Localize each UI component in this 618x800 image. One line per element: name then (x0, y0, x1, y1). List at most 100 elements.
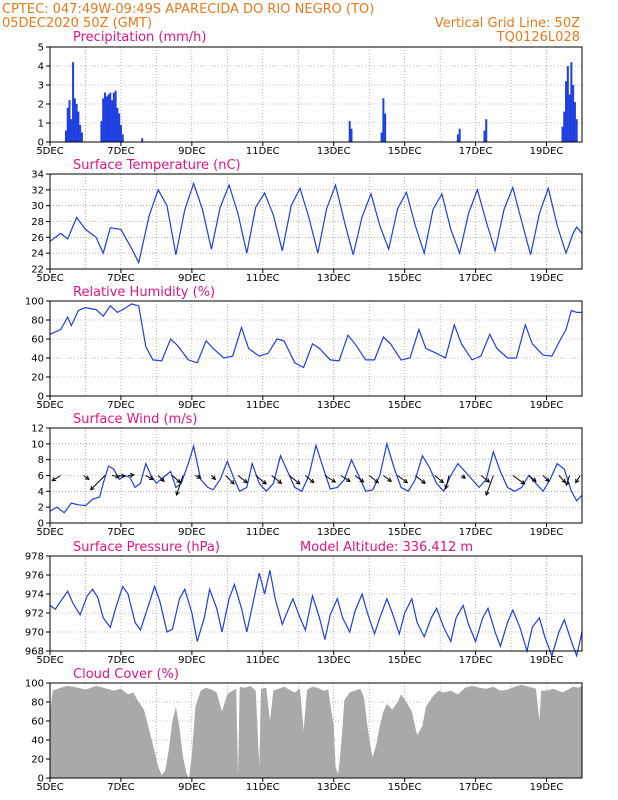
pressure-panel: 968 970 972 974 976 978 5DEC 7DEC 9DEC 11DEC 13DEC… (25, 552, 583, 666)
x-tick-label: 15DEC (388, 527, 422, 538)
model-altitude: Model Altitude: 336.412 m (300, 540, 473, 555)
wind-vector-shaft (324, 475, 336, 483)
wind-vector-shaft (414, 475, 426, 484)
y-tick-label: 3 (38, 81, 44, 92)
x-tick-label: 17DEC (459, 527, 493, 538)
precipitation-title: Precipitation (mm/h) (73, 30, 206, 45)
wind-vector-head (359, 478, 365, 483)
y-tick-label: 968 (25, 647, 44, 658)
x-tick-label: 5DEC (36, 146, 63, 157)
precipitation-bar (121, 134, 124, 142)
wind-vector-shaft (51, 475, 61, 482)
temperature-title: Surface Temperature (nC) (73, 158, 241, 173)
wind-vector-shaft (368, 475, 379, 484)
precipitation-bar (573, 102, 576, 142)
precipitation-bar (64, 130, 67, 142)
x-tick-label: 17DEC (459, 273, 493, 284)
precipitation-bar (112, 92, 115, 142)
humidity-frame (49, 300, 583, 397)
y-tick-label: 978 (25, 552, 44, 563)
precipitation-bar (103, 92, 106, 142)
precipitation-bar (79, 124, 82, 142)
x-tick-label: 15DEC (388, 146, 422, 157)
wind-vector-head (295, 480, 301, 485)
precipitation-bar (483, 130, 486, 142)
y-tick-label: 34 (31, 170, 44, 181)
precipitation-bar (66, 107, 69, 142)
wind-vector-shaft (225, 475, 235, 485)
x-tick-label: 19DEC (530, 527, 564, 538)
y-tick-label: 0 (38, 774, 44, 785)
wind-vector-head (243, 478, 248, 484)
wind-vector-head (331, 478, 337, 483)
wind-vector-shaft (575, 475, 581, 483)
x-tick-label: 19DEC (530, 782, 564, 793)
forecast-date: 05DEC2020 50Z (GMT) (2, 16, 152, 31)
wind-vector-head (403, 478, 409, 484)
y-tick-label: 30 (31, 201, 44, 212)
x-tick-label: 15DEC (388, 273, 422, 284)
y-tick-label: 2 (38, 100, 44, 111)
x-tick-label: 9DEC (178, 527, 205, 538)
precipitation-bar (384, 113, 387, 142)
precipitation-bar (102, 98, 105, 142)
station-header: CPTEC: 047:49W-09:49S APARECIDA DO RIO N… (2, 2, 374, 17)
precipitation-bar (70, 119, 73, 142)
precipitation-bar (118, 113, 121, 142)
wind-vector-head (160, 477, 165, 483)
precipitation-bar (456, 134, 459, 142)
wind-vector-head (121, 473, 127, 479)
x-tick-label: 5DEC (36, 273, 63, 284)
precipitation-bar (566, 66, 569, 142)
precipitation-bar (75, 104, 78, 142)
wind-vector-head (520, 480, 526, 485)
y-tick-label: 12 (31, 424, 44, 435)
wind-vector-shaft (397, 475, 408, 484)
precipitation-frame (49, 46, 583, 143)
y-tick-label: 22 (31, 265, 44, 276)
wind-vector-head (89, 485, 95, 491)
y-tick-label: 40 (31, 354, 44, 365)
x-tick-label: 13DEC (317, 400, 351, 411)
precipitation-bar (80, 132, 83, 142)
x-tick-label: 9DEC (178, 782, 205, 793)
precipitation-bar (73, 98, 76, 142)
precipitation-bar (458, 128, 461, 142)
x-tick-label: 7DEC (107, 655, 134, 666)
wind-vector-head (309, 478, 315, 484)
x-tick-label: 15DEC (388, 782, 422, 793)
y-tick-label: 974 (25, 590, 44, 601)
x-tick-label: 13DEC (317, 655, 351, 666)
precipitation-bar (561, 126, 564, 142)
wind-vector-shaft (434, 475, 444, 484)
wind-vector-shaft (542, 475, 550, 482)
cloud-cover-area (50, 684, 582, 778)
x-tick-label: 11DEC (246, 146, 280, 157)
cloud-cover-panel: 0 20 40 60 80 100 5DEC 7DEC 9DEC 11DEC 13DEC 15DEC 1… (25, 679, 583, 793)
wind-line (49, 441, 583, 514)
x-tick-label: 13DEC (317, 782, 351, 793)
wind-vector-shaft (90, 475, 106, 491)
precipitation-bar (100, 121, 103, 142)
wind-vector-head (439, 478, 445, 484)
wind-vector-shaft (528, 475, 537, 482)
y-tick-label: 970 (25, 628, 44, 639)
precipitation-bar (68, 100, 71, 142)
x-tick-label: 13DEC (317, 273, 351, 284)
wind-vector-shaft (305, 475, 315, 484)
wind-vector-head (262, 480, 267, 485)
y-tick-label: 28 (31, 217, 44, 228)
wind-vector-shaft (157, 475, 165, 482)
wind-vector-shaft (485, 475, 494, 496)
x-tick-label: 17DEC (459, 146, 493, 157)
x-tick-label: 5DEC (36, 527, 63, 538)
y-tick-label: 20 (31, 755, 44, 766)
precipitation-bar (72, 62, 75, 143)
y-tick-label: 32 (31, 185, 44, 196)
x-tick-label: 7DEC (107, 273, 134, 284)
y-tick-label: 0 (38, 138, 44, 149)
y-tick-label: 4 (38, 487, 44, 498)
x-tick-label: 11DEC (246, 273, 280, 284)
wind-vector-head (374, 478, 380, 484)
